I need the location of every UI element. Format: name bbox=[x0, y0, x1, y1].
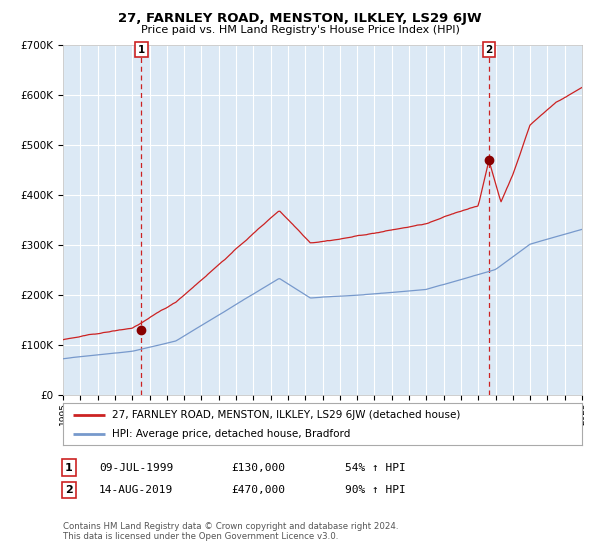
Text: £130,000: £130,000 bbox=[231, 463, 285, 473]
Text: 2: 2 bbox=[485, 45, 493, 55]
Text: 54% ↑ HPI: 54% ↑ HPI bbox=[345, 463, 406, 473]
Text: 09-JUL-1999: 09-JUL-1999 bbox=[99, 463, 173, 473]
Text: £470,000: £470,000 bbox=[231, 485, 285, 495]
Text: 90% ↑ HPI: 90% ↑ HPI bbox=[345, 485, 406, 495]
Text: 27, FARNLEY ROAD, MENSTON, ILKLEY, LS29 6JW: 27, FARNLEY ROAD, MENSTON, ILKLEY, LS29 … bbox=[118, 12, 482, 25]
Text: Price paid vs. HM Land Registry's House Price Index (HPI): Price paid vs. HM Land Registry's House … bbox=[140, 25, 460, 35]
Text: 2: 2 bbox=[65, 485, 73, 495]
Text: 1: 1 bbox=[138, 45, 145, 55]
Text: 14-AUG-2019: 14-AUG-2019 bbox=[99, 485, 173, 495]
Text: 1: 1 bbox=[65, 463, 73, 473]
Text: 27, FARNLEY ROAD, MENSTON, ILKLEY, LS29 6JW (detached house): 27, FARNLEY ROAD, MENSTON, ILKLEY, LS29 … bbox=[112, 409, 461, 419]
Text: HPI: Average price, detached house, Bradford: HPI: Average price, detached house, Brad… bbox=[112, 429, 350, 439]
Text: Contains HM Land Registry data © Crown copyright and database right 2024.
This d: Contains HM Land Registry data © Crown c… bbox=[63, 522, 398, 542]
